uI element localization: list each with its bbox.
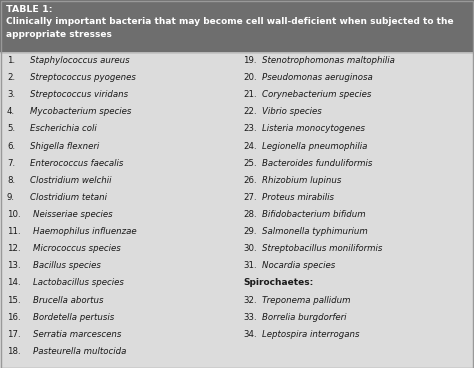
Text: 9.: 9.	[7, 193, 15, 202]
Text: Streptococcus pyogenes: Streptococcus pyogenes	[30, 73, 136, 82]
Text: Neisseriae species: Neisseriae species	[33, 210, 113, 219]
Text: Streptococcus viridans: Streptococcus viridans	[30, 90, 128, 99]
Text: Enterococcus faecalis: Enterococcus faecalis	[30, 159, 123, 168]
Text: Mycobacterium species: Mycobacterium species	[30, 107, 131, 116]
Text: Shigella flexneri: Shigella flexneri	[30, 142, 99, 151]
Text: 29.: 29.	[243, 227, 256, 236]
Text: Rhizobium lupinus: Rhizobium lupinus	[262, 176, 341, 185]
Text: 28.: 28.	[243, 210, 256, 219]
Text: Bacteroides funduliformis: Bacteroides funduliformis	[262, 159, 373, 168]
Text: 30.: 30.	[243, 244, 256, 253]
Text: Lactobacillus species: Lactobacillus species	[33, 279, 124, 287]
Text: 12.: 12.	[7, 244, 21, 253]
Text: 3.: 3.	[7, 90, 15, 99]
Text: Micrococcus species: Micrococcus species	[33, 244, 121, 253]
Text: Bifidobacterium bifidum: Bifidobacterium bifidum	[262, 210, 365, 219]
Text: Corynebacterium species: Corynebacterium species	[262, 90, 371, 99]
Text: Streptobacillus moniliformis: Streptobacillus moniliformis	[262, 244, 383, 253]
Text: 8.: 8.	[7, 176, 15, 185]
Text: Clinically important bacteria that may become cell wall-deficient when subjected: Clinically important bacteria that may b…	[6, 17, 454, 26]
Text: 19.: 19.	[243, 56, 256, 65]
Text: 27.: 27.	[243, 193, 256, 202]
Text: 31.: 31.	[243, 261, 256, 270]
Text: Listeria monocytogenes: Listeria monocytogenes	[262, 124, 365, 134]
Text: Leptospira interrogans: Leptospira interrogans	[262, 330, 359, 339]
Text: 10.: 10.	[7, 210, 21, 219]
Text: Bordetella pertusis: Bordetella pertusis	[33, 313, 114, 322]
Text: Spirochaetes:: Spirochaetes:	[243, 279, 313, 287]
Text: 18.: 18.	[7, 347, 21, 356]
Text: 2.: 2.	[7, 73, 15, 82]
Text: Pasteurella multocida: Pasteurella multocida	[33, 347, 127, 356]
Text: 32.: 32.	[243, 296, 256, 305]
Bar	[0, 52, 474, 368]
Text: 4.: 4.	[7, 107, 15, 116]
Text: 15.: 15.	[7, 296, 21, 305]
Text: 21.: 21.	[243, 90, 256, 99]
Text: 34.: 34.	[243, 330, 256, 339]
Text: 22.: 22.	[243, 107, 256, 116]
Text: 7.: 7.	[7, 159, 15, 168]
Text: Stenotrophomonas maltophilia: Stenotrophomonas maltophilia	[262, 56, 395, 65]
Text: Serratia marcescens: Serratia marcescens	[33, 330, 121, 339]
Text: Proteus mirabilis: Proteus mirabilis	[262, 193, 334, 202]
Text: Haemophilus influenzae: Haemophilus influenzae	[33, 227, 137, 236]
Text: Nocardia species: Nocardia species	[262, 261, 335, 270]
Text: 25.: 25.	[243, 159, 256, 168]
Text: 13.: 13.	[7, 261, 21, 270]
Text: TABLE 1:: TABLE 1:	[6, 5, 53, 14]
Text: 6.: 6.	[7, 142, 15, 151]
Text: Legionella pneumophilia: Legionella pneumophilia	[262, 142, 367, 151]
Text: 23.: 23.	[243, 124, 256, 134]
Text: 16.: 16.	[7, 313, 21, 322]
Text: Vibrio species: Vibrio species	[262, 107, 322, 116]
Text: 20.: 20.	[243, 73, 256, 82]
Text: 14.: 14.	[7, 279, 21, 287]
Text: Clostridium tetani: Clostridium tetani	[30, 193, 107, 202]
Text: Borrelia burgdorferi: Borrelia burgdorferi	[262, 313, 346, 322]
Text: Pseudomonas aeruginosa: Pseudomonas aeruginosa	[262, 73, 373, 82]
Text: Staphylococcus aureus: Staphylococcus aureus	[30, 56, 129, 65]
Text: appropriate stresses: appropriate stresses	[6, 30, 112, 39]
Text: 11.: 11.	[7, 227, 21, 236]
Bar	[0, 0, 474, 52]
Text: 24.: 24.	[243, 142, 256, 151]
Text: Treponema pallidum: Treponema pallidum	[262, 296, 350, 305]
Text: 26.: 26.	[243, 176, 256, 185]
Text: Brucella abortus: Brucella abortus	[33, 296, 103, 305]
Text: 33.: 33.	[243, 313, 256, 322]
Text: 5.: 5.	[7, 124, 15, 134]
Text: 1.: 1.	[7, 56, 15, 65]
Text: Clostridium welchii: Clostridium welchii	[30, 176, 111, 185]
Text: Escherichia coli: Escherichia coli	[30, 124, 97, 134]
Text: Salmonella typhimurium: Salmonella typhimurium	[262, 227, 368, 236]
Text: Bacillus species: Bacillus species	[33, 261, 101, 270]
Text: 17.: 17.	[7, 330, 21, 339]
